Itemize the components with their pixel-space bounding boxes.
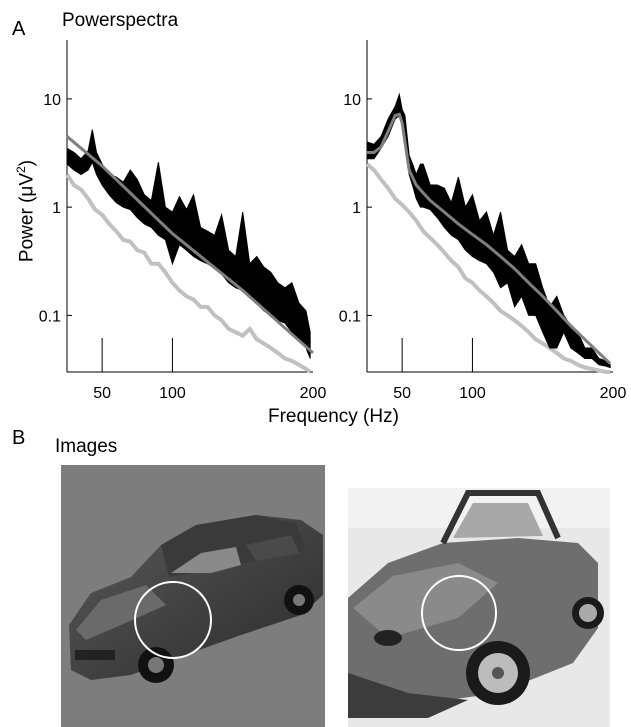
fit-series [66,135,314,355]
fit-series [367,112,612,365]
car-image-right [348,488,610,727]
y-tick-label: 10 [343,92,361,109]
baseline-series [65,173,312,374]
y-tick-label: 1 [352,200,361,217]
x-tick-label: 50 [93,385,111,402]
x-tick-label: 100 [459,385,486,402]
x-tick-label: 200 [600,385,627,402]
y-tick-label: 1 [52,200,61,217]
car-photo-right [348,490,610,727]
panel-a-title: Powerspectra [62,10,179,31]
panel-b-title: Images [55,436,118,457]
right-chart-plot: 0.1 1 10 50 100 200 [339,40,627,402]
power-band-series [366,92,611,369]
baseline-series [365,162,611,374]
x-tick-label: 50 [393,385,411,402]
y-tick-label: 0.1 [39,308,61,325]
car-image-left [61,465,325,727]
left-chart-plot: 0.1 1 10 50 100 200 [39,40,327,402]
left-chart: 0.1 1 10 50 100 200 [39,40,327,402]
x-axis-label: Frequency (Hz) [268,406,399,427]
right-chart: 0.1 1 10 50 100 200 [339,40,627,402]
y-tick-label: 10 [43,92,61,109]
x-tick-label: 200 [300,385,327,402]
power-band-series [66,129,311,359]
y-tick-label: 0.1 [339,308,361,325]
car-photo-left [69,515,323,683]
x-tick-label: 100 [159,385,186,402]
panel-a-letter: A [12,18,26,40]
panel-b-letter: B [12,427,26,449]
